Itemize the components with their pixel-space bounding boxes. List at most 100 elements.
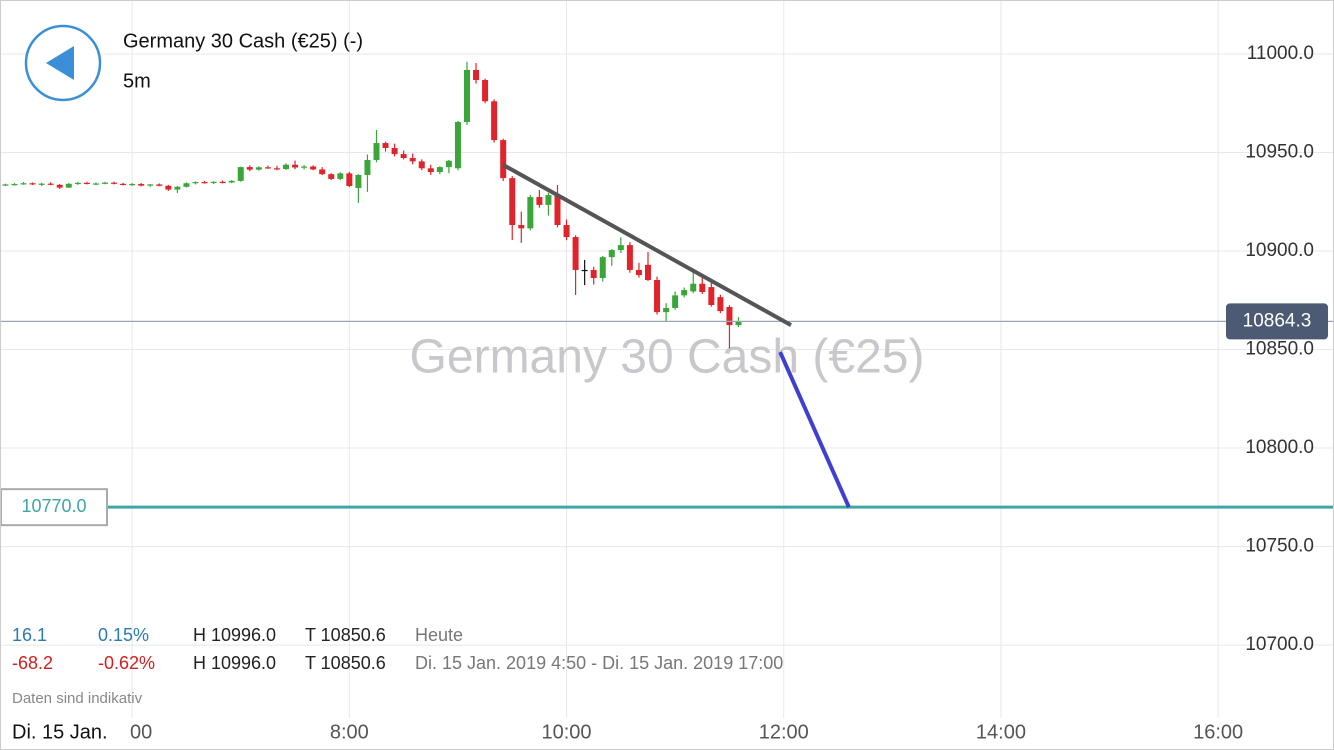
candle-body: [319, 169, 326, 175]
candle-body: [38, 183, 45, 185]
candle-body: [572, 237, 579, 270]
stat: T 10850.6: [305, 653, 386, 673]
candle-body: [590, 269, 597, 279]
candle-body: [463, 69, 470, 122]
candle-body: [608, 250, 615, 258]
candle-body: [454, 121, 461, 169]
candle-body: [337, 173, 344, 179]
candle-body: [292, 164, 299, 168]
candle-body: [310, 166, 317, 170]
candle-body: [47, 183, 54, 185]
candle-body: [301, 166, 308, 168]
x-tick-label: 12:00: [759, 721, 809, 743]
candle-body: [635, 269, 642, 276]
candle-body: [644, 264, 651, 280]
x-tick-label: 14:00: [976, 721, 1026, 743]
candle-body: [147, 184, 154, 186]
candle-body: [282, 164, 289, 170]
candle-body: [491, 101, 498, 141]
candle-body: [92, 183, 99, 185]
candle-body: [237, 167, 244, 181]
y-tick-label: 10900.0: [1245, 240, 1314, 261]
candle-body: [436, 167, 443, 173]
candle-body: [708, 287, 715, 306]
last-price-label: 10864.3: [1243, 310, 1312, 331]
candle-body: [599, 257, 606, 279]
candle-body: [174, 186, 181, 190]
candle-body: [409, 158, 416, 162]
candle-body: [255, 167, 262, 170]
candle-body: [699, 283, 706, 293]
stat: -68.2: [12, 653, 53, 673]
candle-body: [654, 279, 661, 313]
candle-body: [482, 79, 489, 102]
candle-body: [717, 297, 724, 312]
candle-body: [364, 159, 371, 175]
x-axis-strip: [0, 718, 1334, 750]
candle-body: [246, 167, 253, 170]
stat: H 10996.0: [193, 653, 276, 673]
candle-body: [681, 290, 688, 296]
candle-body: [56, 184, 63, 188]
candle-body: [617, 245, 624, 251]
candle-body: [210, 181, 217, 184]
candle-body: [111, 182, 118, 184]
stat: -0.62%: [98, 653, 155, 673]
last-price-tag: [1226, 303, 1328, 340]
candle-body: [183, 183, 190, 187]
stat: Di. 15 Jan. 2019 4:50 - Di. 15 Jan. 2019…: [415, 653, 783, 673]
candle-body: [83, 182, 90, 185]
drawn-line: [502, 163, 792, 327]
y-tick-label: 10800.0: [1245, 437, 1314, 458]
candle-body: [20, 183, 27, 185]
stat: 0.15%: [98, 625, 149, 645]
candle-body: [536, 197, 543, 205]
candle-body: [192, 182, 199, 184]
candle-body: [273, 168, 280, 170]
candle-body: [373, 143, 380, 160]
y-tick-label: 10950.0: [1245, 142, 1314, 163]
candle-body: [228, 180, 235, 183]
candle-body: [581, 269, 588, 272]
instrument-title: Germany 30 Cash (€25) (-): [123, 30, 363, 52]
candle-body: [11, 184, 18, 186]
candle-body: [509, 178, 516, 226]
candle-body: [2, 184, 9, 186]
candle-body: [156, 184, 163, 186]
drawn-line: [778, 351, 851, 508]
candle-body: [445, 160, 452, 168]
candle-body: [726, 306, 733, 326]
candle-body: [626, 245, 633, 270]
candle-body: [65, 183, 72, 188]
alert-label: 10770.0: [21, 496, 86, 516]
watermark: Germany 30 Cash (€25): [410, 331, 925, 384]
candle-body: [554, 195, 561, 226]
candle-body: [545, 195, 552, 205]
candle-body: [473, 69, 480, 80]
candle-body: [201, 182, 208, 184]
candle-body: [518, 225, 525, 229]
candle-body: [500, 140, 507, 179]
candle-body: [735, 321, 742, 326]
stat: 16.1: [12, 625, 47, 645]
candle-body: [264, 167, 271, 169]
candle-body: [74, 182, 81, 185]
candle-body: [672, 295, 679, 308]
candle-body: [328, 174, 335, 179]
candle-body: [355, 174, 362, 188]
back-arrow: [46, 46, 74, 80]
candle-body: [29, 183, 36, 185]
date-label: Di. 15 Jan.: [12, 721, 108, 743]
y-tick-label: 10750.0: [1245, 536, 1314, 557]
y-tick-label: 11000.0: [1247, 43, 1314, 64]
disclaimer: Daten sind indikativ: [12, 690, 143, 707]
x-tick-label: 10:00: [542, 721, 592, 743]
x-tick-label: 8:00: [330, 721, 369, 743]
alert-box: [0, 488, 108, 527]
date-label-bg: [0, 718, 122, 750]
candle-body: [382, 143, 389, 148]
stat: H 10996.0: [193, 625, 276, 645]
y-tick-label: 10850.0: [1245, 339, 1314, 360]
